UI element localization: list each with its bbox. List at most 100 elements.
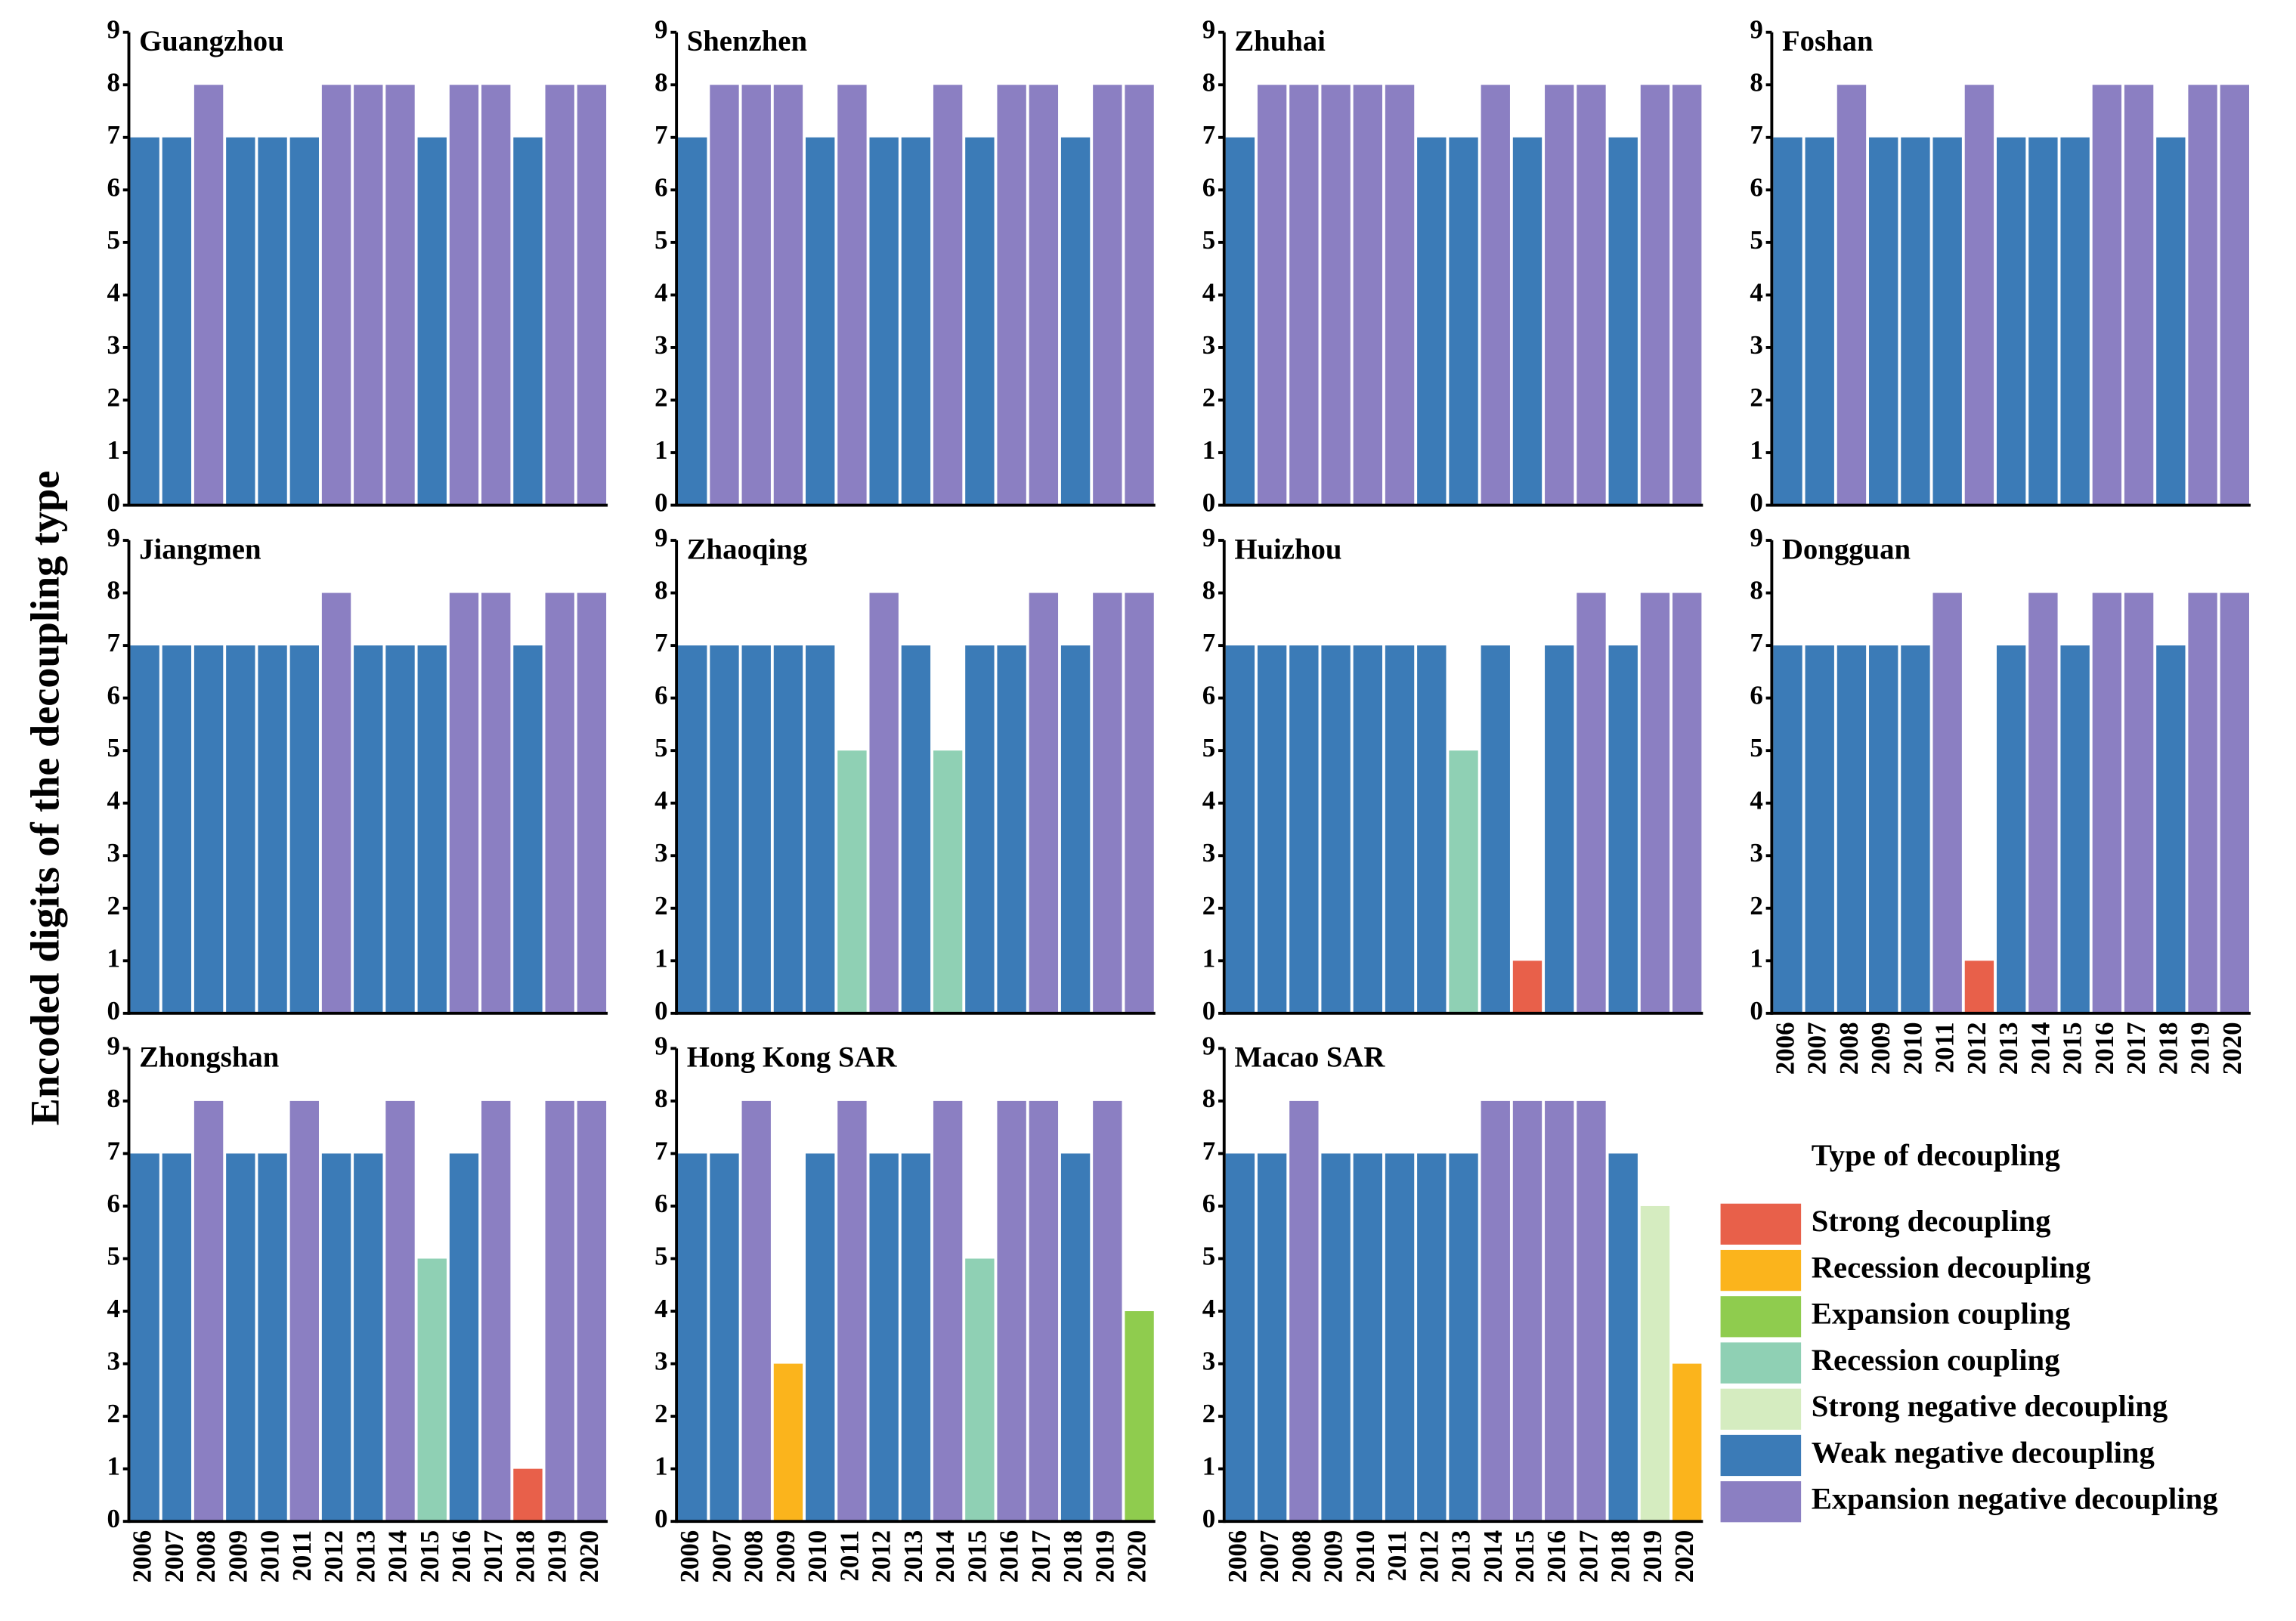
y-tick-label: 7 [1750, 120, 1762, 150]
bar [1996, 645, 2026, 1013]
y-tick-label: 5 [1750, 733, 1762, 763]
bar [1672, 592, 1702, 1013]
y-tick-label: 2 [654, 891, 667, 920]
bar [2060, 137, 2090, 506]
bar [385, 85, 415, 506]
bar [1577, 1100, 1606, 1522]
bar [193, 645, 224, 1013]
x-tick-label: 2007 [707, 1530, 736, 1583]
y-tick-label: 9 [1202, 15, 1215, 45]
x-tick-label: 2007 [159, 1530, 189, 1583]
y-tick-label: 8 [107, 67, 119, 97]
y-tick-label: 8 [107, 576, 119, 605]
y-tick-label: 2 [654, 1399, 667, 1428]
x-tick-label: 2014 [2025, 1022, 2055, 1075]
legend-swatch [1720, 1342, 1802, 1384]
bar [1577, 85, 1606, 506]
x-tick-label: 2013 [1994, 1022, 2023, 1075]
y-tick-label: 2 [1750, 891, 1762, 920]
bar [1417, 137, 1447, 506]
y-tick-label: 0 [107, 488, 119, 518]
bar [678, 645, 707, 1013]
y-tick-label: 9 [654, 15, 667, 45]
y-tick-label: 3 [1202, 838, 1215, 868]
bar [417, 1258, 447, 1522]
bar [1385, 85, 1415, 506]
bar [1353, 645, 1382, 1013]
bar [577, 85, 607, 506]
x-tick-label: 2011 [834, 1530, 864, 1582]
bar [162, 645, 192, 1013]
bar [226, 1153, 255, 1522]
bar [1481, 1100, 1510, 1522]
bar [513, 1468, 543, 1522]
y-tick-label: 3 [107, 1347, 119, 1376]
y-tick-label: 8 [1202, 67, 1215, 97]
y-tick-label: 7 [107, 120, 119, 150]
y-tick-label: 2 [654, 382, 667, 412]
x-tick-label: 2006 [1770, 1022, 1799, 1075]
bar [258, 645, 287, 1013]
y-tick-label: 6 [1750, 172, 1762, 202]
legend-label: Weak negative decoupling [1812, 1435, 2155, 1469]
bar [130, 137, 159, 506]
bar [1836, 645, 1867, 1013]
y-tick-label: 7 [654, 1136, 667, 1165]
bar [2156, 645, 2186, 1013]
bar [1417, 1153, 1447, 1522]
bar [806, 137, 835, 506]
y-tick-label: 6 [1202, 172, 1215, 202]
y-tick-label: 1 [107, 435, 119, 465]
bar [1869, 137, 1898, 506]
bar [1029, 592, 1059, 1013]
bar [321, 1153, 351, 1522]
bar [449, 592, 479, 1013]
bar [545, 85, 574, 506]
x-tick-label: 2010 [1351, 1530, 1380, 1583]
y-tick-label: 6 [1202, 681, 1215, 710]
legend-swatch [1720, 1203, 1802, 1245]
bar [2220, 85, 2249, 506]
bar [513, 645, 543, 1013]
bar [710, 1153, 739, 1522]
bar [2156, 137, 2186, 506]
bar [678, 1153, 707, 1522]
panel-title: Foshan [1782, 25, 1874, 57]
x-tick-label: 2018 [510, 1530, 540, 1583]
y-tick-label: 4 [654, 786, 667, 815]
bar [385, 1100, 415, 1522]
x-tick-label: 2006 [128, 1530, 157, 1583]
bar [1512, 961, 1543, 1013]
bar [289, 1100, 319, 1522]
x-tick-label: 2015 [1510, 1530, 1539, 1583]
bar [481, 592, 511, 1013]
bar [869, 137, 899, 506]
bar [449, 85, 479, 506]
y-tick-label: 1 [1750, 943, 1762, 973]
y-tick-label: 0 [1750, 996, 1762, 1025]
bar [741, 1100, 771, 1522]
bar [226, 137, 255, 506]
y-tick-label: 8 [1202, 576, 1215, 605]
x-tick-label: 2016 [1542, 1530, 1571, 1583]
bar [577, 1100, 607, 1522]
bar [354, 1153, 383, 1522]
bar [997, 645, 1026, 1013]
bar [1640, 1205, 1670, 1522]
legend-label: Strong negative decoupling [1812, 1389, 2168, 1423]
y-tick-label: 4 [1750, 277, 1762, 307]
bar [741, 85, 771, 506]
x-tick-label: 2019 [1090, 1530, 1119, 1583]
x-tick-label: 2015 [962, 1530, 992, 1583]
y-tick-label: 6 [107, 681, 119, 710]
bar [2028, 592, 2058, 1013]
bar [837, 85, 867, 506]
y-tick-label: 2 [107, 382, 119, 412]
x-tick-label: 2016 [447, 1530, 476, 1583]
bar [2028, 137, 2058, 506]
bar [2188, 85, 2217, 506]
legend-swatch [1720, 1481, 1802, 1523]
bar [837, 750, 867, 1013]
y-axis-label: Encoded digits of the decoupling type [22, 471, 67, 1126]
